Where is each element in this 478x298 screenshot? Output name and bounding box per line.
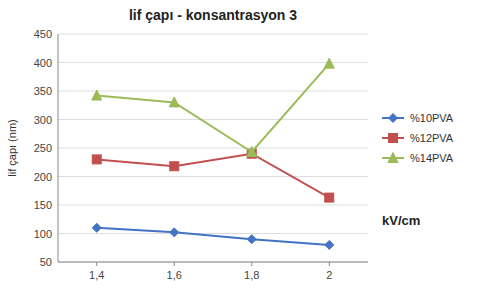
y-tick-label: 400: [34, 57, 52, 69]
legend-marker: [389, 134, 398, 143]
x-tick-label: 1,6: [167, 269, 182, 281]
legend-label: %12PVA: [410, 132, 454, 144]
grid-line: [58, 148, 368, 149]
grid-line: [58, 62, 368, 63]
point: [325, 240, 334, 249]
title: lif çapı - konsantrasyon 3: [129, 7, 297, 23]
x-tick-label: 2: [326, 269, 332, 281]
x-tick: [329, 262, 330, 266]
grid-line: [58, 233, 368, 234]
plot-area: [92, 58, 335, 249]
legend-marker: [388, 153, 398, 163]
y-tick-label: 150: [34, 199, 52, 211]
grid-line: [58, 119, 368, 120]
chart: lif çapı - konsantrasyon 3 50 100 150 200 250…: [0, 0, 478, 298]
y-axis: [58, 34, 59, 262]
series-line: [97, 64, 330, 152]
legend-label: %14PVA: [410, 152, 454, 164]
point: [92, 90, 102, 100]
legend-marker: [389, 114, 398, 123]
grid-line: [58, 34, 368, 35]
series-line: [97, 228, 330, 245]
x-axis: [58, 262, 368, 263]
point: [92, 155, 101, 164]
y-tick-label: 300: [34, 114, 52, 126]
x-tick-label: 1,4: [89, 269, 104, 281]
grid-line: [58, 176, 368, 177]
point: [92, 223, 101, 232]
x-tick: [96, 262, 97, 266]
point: [247, 235, 256, 244]
point: [325, 193, 334, 202]
y-tick-label: 450: [34, 28, 52, 40]
point: [324, 58, 334, 68]
y-axis-label: lif çapı (nm): [6, 119, 18, 176]
x-tick-label: 1,8: [244, 269, 259, 281]
x-axis-label: kV/cm: [382, 213, 420, 228]
series-line: [97, 154, 330, 198]
x-tick: [174, 262, 175, 266]
point: [170, 162, 179, 171]
x-tick: [251, 262, 252, 266]
point: [247, 146, 257, 156]
point: [169, 97, 179, 107]
grid-line: [58, 205, 368, 206]
grid-line: [58, 262, 368, 263]
point: [170, 228, 179, 237]
y-tick-label: 350: [34, 85, 52, 97]
legend-label: %10PVA: [410, 112, 454, 124]
y-tick-label: 200: [34, 171, 52, 183]
y-tick-label: 100: [34, 228, 52, 240]
y-tick-label: 50: [40, 256, 52, 268]
y-tick-label: 250: [34, 142, 52, 154]
grid-line: [58, 91, 368, 92]
